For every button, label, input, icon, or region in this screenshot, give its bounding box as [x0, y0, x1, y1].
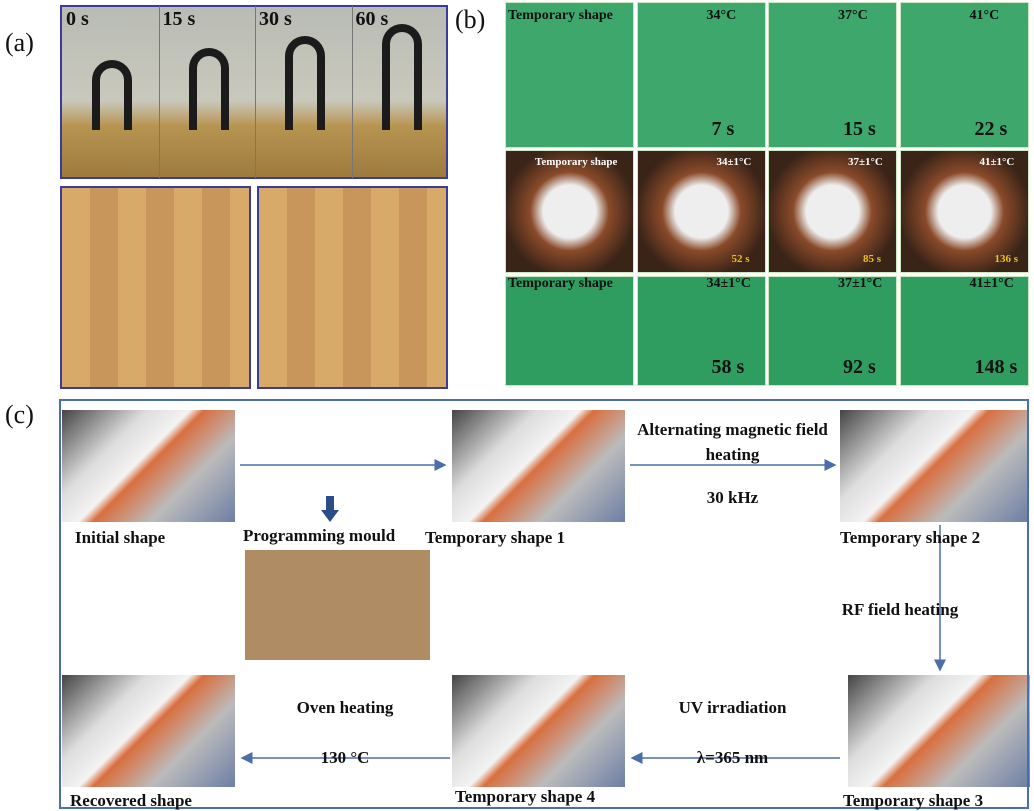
step-label: 130 °C — [240, 745, 450, 770]
step-label: UV irradiation — [630, 695, 835, 720]
panel-label: (b) — [455, 5, 485, 35]
time-label: 7 s — [712, 118, 735, 141]
time-label: 30 s — [259, 8, 292, 31]
time-label: 22 s — [975, 118, 1008, 141]
step-label: 30 kHz — [630, 485, 835, 510]
condition-label: 34°C — [707, 8, 737, 24]
condition-label: 41±1°C — [970, 276, 1014, 292]
figure: (a) 0 s 15 s 30 s 60 s (b) Temporary shape 34°C… — [0, 0, 1034, 811]
shape-label: Temporary shape 2 — [840, 528, 980, 548]
mould-label: Programming mould — [243, 526, 395, 546]
time-label: 136 s — [995, 253, 1019, 265]
condition-label: 37±1°C — [848, 156, 883, 168]
condition-label: 41°C — [970, 8, 1000, 24]
shape-label: Temporary shape 1 — [425, 528, 565, 548]
panel-label: (c) — [5, 400, 34, 430]
time-label: 0 s — [66, 8, 89, 31]
condition-label: 41±1°C — [980, 156, 1015, 168]
arrows — [0, 0, 1034, 811]
condition-label: Temporary shape — [508, 8, 613, 24]
time-label: 15 s — [163, 8, 196, 31]
time-label: 92 s — [843, 356, 876, 379]
condition-label: 34±1°C — [717, 156, 752, 168]
condition-label: 34±1°C — [707, 276, 751, 292]
time-label: 15 s — [843, 118, 876, 141]
condition-label: 37±1°C — [838, 276, 882, 292]
step-label: Alternating magnetic field heating — [630, 417, 835, 467]
step-label: RF field heating — [830, 597, 970, 622]
time-label: 52 s — [732, 253, 750, 265]
condition-label: 37°C — [838, 8, 868, 24]
condition-label: Temporary shape — [535, 156, 617, 168]
shape-label: Recovered shape — [70, 791, 192, 811]
shape-label: Temporary shape 3 — [843, 791, 983, 811]
time-label: 58 s — [712, 356, 745, 379]
step-label: Oven heating — [240, 695, 450, 720]
time-label: 148 s — [975, 356, 1018, 379]
step-label: λ=365 nm — [630, 745, 835, 770]
panel-label: (a) — [5, 28, 34, 58]
shape-label: Initial shape — [75, 528, 165, 548]
down-arrow — [321, 496, 339, 522]
shape-label: Temporary shape 4 — [455, 787, 595, 807]
condition-label: Temporary shape — [508, 276, 613, 292]
time-label: 60 s — [356, 8, 389, 31]
time-label: 85 s — [863, 253, 881, 265]
